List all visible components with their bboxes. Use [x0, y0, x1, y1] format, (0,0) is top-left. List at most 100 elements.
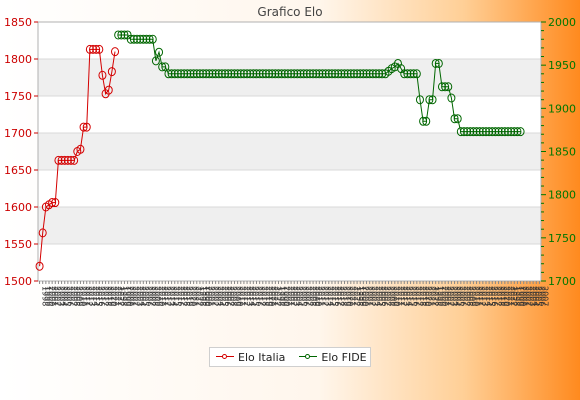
- data-point-elo-fide: [230, 69, 239, 79]
- data-point-elo-fide: [167, 69, 176, 79]
- grid-band: [38, 207, 541, 244]
- x-tick-label: 2005: [377, 286, 386, 306]
- data-point-elo-italia: [98, 70, 107, 80]
- x-tick-label: 2012: [320, 286, 329, 306]
- data-point-elo-fide: [233, 69, 242, 79]
- data-point-elo-fide: [205, 69, 214, 79]
- y-axis-left: 1500 1550 1600 1650 1700 1750 1800 1850: [4, 16, 38, 288]
- data-point-elo-italia: [111, 47, 120, 57]
- data-point-elo-fide: [491, 127, 500, 137]
- y-axis-right: 1700 1750 1800 1850 1900 1950 2000: [541, 16, 576, 288]
- data-point-elo-fide: [400, 69, 409, 79]
- data-point-elo-italia: [38, 228, 47, 238]
- x-tick-label: 2011: [160, 286, 169, 306]
- x-tick-label: 2008: [386, 286, 395, 306]
- x-tick-label: 2011: [81, 286, 90, 306]
- data-point-elo-fide: [375, 69, 384, 79]
- x-tick-label: 2019: [342, 286, 351, 306]
- x-tick-label: 2014: [327, 286, 336, 306]
- x-tick-label: 2009: [468, 286, 477, 306]
- x-tick-label: 2000: [440, 286, 449, 306]
- x-tick-label: 2013: [88, 286, 97, 306]
- data-point-elo-fide: [189, 69, 198, 79]
- x-tick-label: 2018: [182, 286, 191, 306]
- data-point-elo-fide: [271, 69, 280, 79]
- x-tick-label: 2009: [390, 286, 399, 306]
- legend-swatch-elo-fide: [299, 352, 318, 362]
- x-tick-label: 2010: [393, 286, 402, 306]
- data-point-elo-fide: [268, 69, 277, 79]
- x-tick-label: 2020: [503, 286, 512, 306]
- data-point-elo-fide: [475, 127, 484, 137]
- x-tick-label: 2010: [314, 286, 323, 306]
- x-tick-label: 2019: [107, 286, 116, 306]
- x-tick-label: 2000: [125, 286, 134, 306]
- data-point-elo-fide: [211, 69, 220, 79]
- x-tick-label: 2013: [481, 286, 490, 306]
- y-tick-label-left: 1550: [4, 238, 32, 251]
- x-tick-label: 1998: [41, 286, 50, 306]
- x-tick-label: 2000: [283, 286, 292, 306]
- x-tick-label: 2020: [110, 286, 119, 306]
- x-tick-label: 2004: [59, 286, 68, 306]
- x-tick-label: 2016: [176, 286, 185, 306]
- x-tick-label: 2003: [135, 286, 144, 306]
- x-tick-label: 2021: [270, 286, 279, 306]
- data-point-elo-fide: [453, 114, 462, 124]
- x-tick-label: 2006: [459, 286, 468, 306]
- x-tick-label: 2005: [141, 286, 150, 306]
- x-tick-label: 2001: [207, 286, 216, 306]
- data-point-elo-fide: [117, 30, 126, 40]
- data-point-elo-italia: [82, 122, 91, 132]
- data-point-elo-fide: [199, 69, 208, 79]
- x-tick-label: 2009: [311, 286, 320, 306]
- x-tick-label: 2015: [408, 286, 417, 306]
- data-point-elo-fide: [478, 127, 487, 137]
- data-point-elo-fide: [177, 69, 186, 79]
- data-point-elo-fide: [463, 127, 472, 137]
- data-point-elo-fide: [365, 69, 374, 79]
- data-point-elo-fide: [195, 69, 204, 79]
- data-point-elo-fide: [419, 116, 428, 126]
- x-tick-label: 1999: [358, 286, 367, 306]
- x-tick-label: 2007: [69, 286, 78, 306]
- y-tick-label-right: 1750: [548, 232, 576, 245]
- x-tick-label: 2013: [166, 286, 175, 306]
- x-tick-label: 2011: [474, 286, 483, 306]
- x-tick-label: 2003: [292, 286, 301, 306]
- x-tick-label: 2002: [368, 286, 377, 306]
- data-point-elo-fide: [481, 127, 490, 137]
- data-point-elo-fide: [236, 69, 245, 79]
- x-tick-label: 2015: [330, 286, 339, 306]
- data-point-elo-fide: [409, 69, 418, 79]
- data-point-elo-fide: [120, 30, 129, 40]
- x-tick-label: 2004: [374, 286, 383, 306]
- data-point-elo-fide: [368, 69, 377, 79]
- data-point-elo-fide: [321, 69, 330, 79]
- x-tick-label: 2001: [364, 286, 373, 306]
- data-point-elo-italia: [67, 155, 76, 165]
- x-tick-label: 1998: [119, 286, 128, 306]
- x-tick-label: 2009: [154, 286, 163, 306]
- data-point-elo-fide: [283, 69, 292, 79]
- x-tick-label: 2012: [163, 286, 172, 306]
- data-point-elo-italia: [104, 85, 113, 95]
- x-tick-label: 2003: [56, 286, 65, 306]
- data-point-elo-fide: [343, 69, 352, 79]
- x-tick-label: 2007: [540, 286, 549, 306]
- legend-entry-elo-italia: Elo Italia: [216, 351, 285, 364]
- data-point-elo-fide: [497, 127, 506, 137]
- data-point-elo-italia: [60, 155, 69, 165]
- x-tick-label: 2013: [245, 286, 254, 306]
- data-point-elo-fide: [261, 69, 270, 79]
- x-tick-label: 2002: [525, 286, 534, 306]
- data-point-elo-fide: [431, 58, 440, 68]
- x-tick-label: 2002: [53, 286, 62, 306]
- x-tick-label: 1999: [437, 286, 446, 306]
- x-tick-label: 2021: [113, 286, 122, 306]
- x-tick-label: 2002: [446, 286, 455, 306]
- data-point-elo-fide: [202, 69, 211, 79]
- data-point-elo-fide: [217, 69, 226, 79]
- data-point-elo-italia: [76, 144, 85, 154]
- x-tick-label: 1998: [355, 286, 364, 306]
